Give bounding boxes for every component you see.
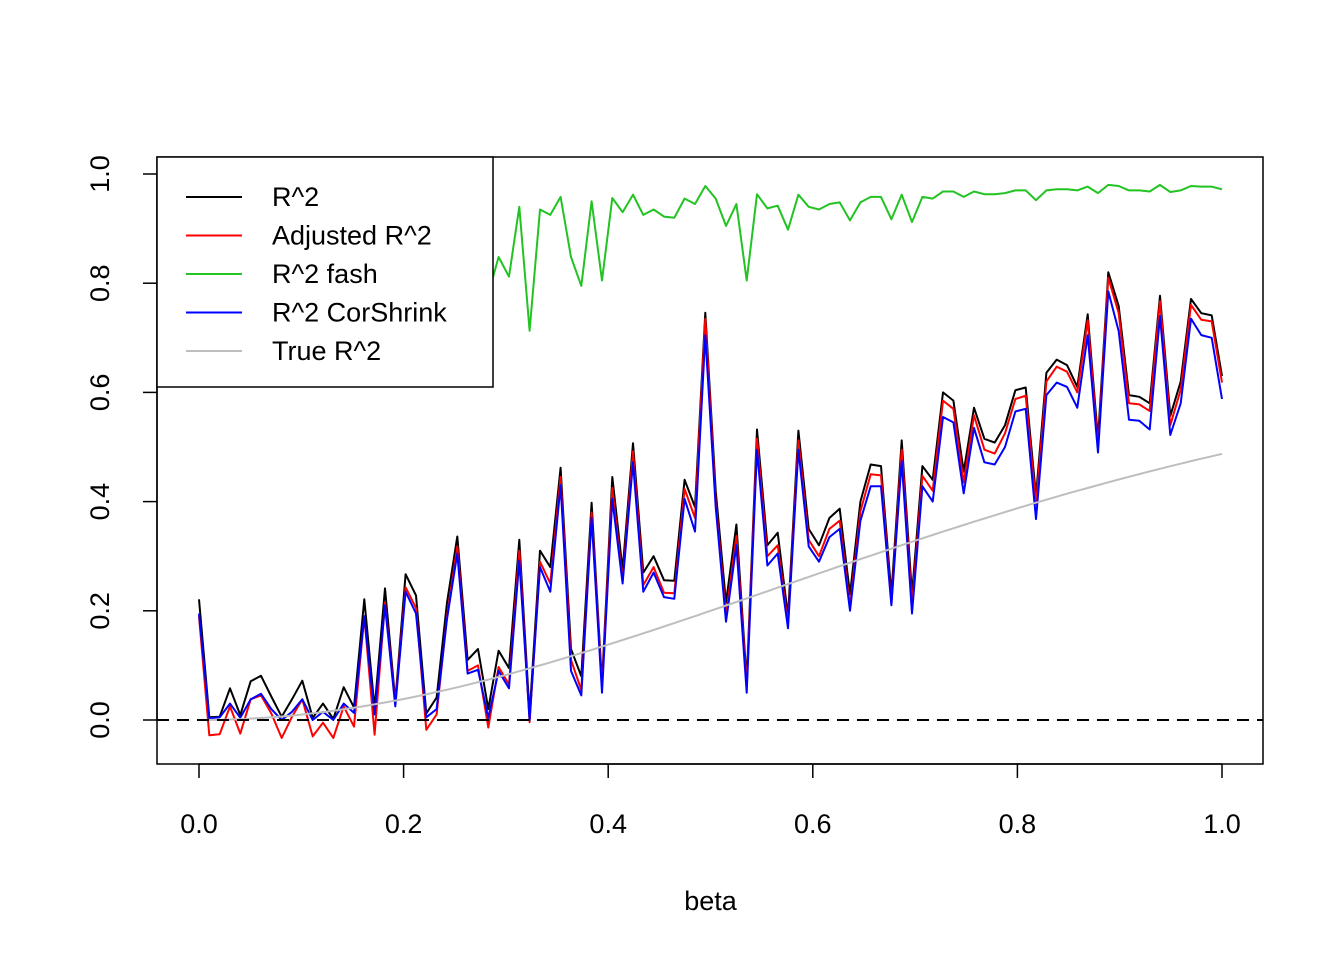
legend-label-3: R^2 CorShrink [272, 298, 447, 328]
y-tick-label: 0.8 [85, 264, 115, 302]
legend-box [156, 156, 494, 388]
y-tick-label: 0.6 [85, 374, 115, 412]
legend-label-4: True R^2 [272, 336, 381, 366]
y-tick-label: 0.4 [85, 483, 115, 521]
legend: R^2 Adjusted R^2 R^2 fash R^2 CorShrink True… [156, 156, 494, 388]
series-line-2 [487, 183, 1223, 332]
y-tick-label: 0.0 [85, 701, 115, 739]
series-line-3 [198, 290, 1223, 721]
legend-label-1: Adjusted R^2 [272, 221, 432, 251]
x-tick-label: 1.0 [1203, 809, 1241, 839]
x-axis: 0.0 0.2 0.4 0.6 0.8 1.0 [180, 763, 1241, 839]
legend-label-2: R^2 fash [272, 259, 378, 289]
x-tick-label: 0.2 [385, 809, 423, 839]
series-line-4 [198, 452, 1223, 721]
x-tick-label: 0.6 [794, 809, 832, 839]
x-tick-label: 0.4 [589, 809, 627, 839]
y-axis: 0.0 0.2 0.4 0.6 0.8 1.0 [85, 155, 158, 739]
series-layer [198, 183, 1223, 739]
x-axis-label: beta [684, 886, 738, 916]
y-tick-label: 1.0 [85, 155, 115, 193]
x-tick-label: 0.8 [999, 809, 1037, 839]
legend-label-0: R^2 [272, 182, 319, 212]
y-tick-label: 0.2 [85, 592, 115, 630]
x-tick-label: 0.0 [180, 809, 218, 839]
